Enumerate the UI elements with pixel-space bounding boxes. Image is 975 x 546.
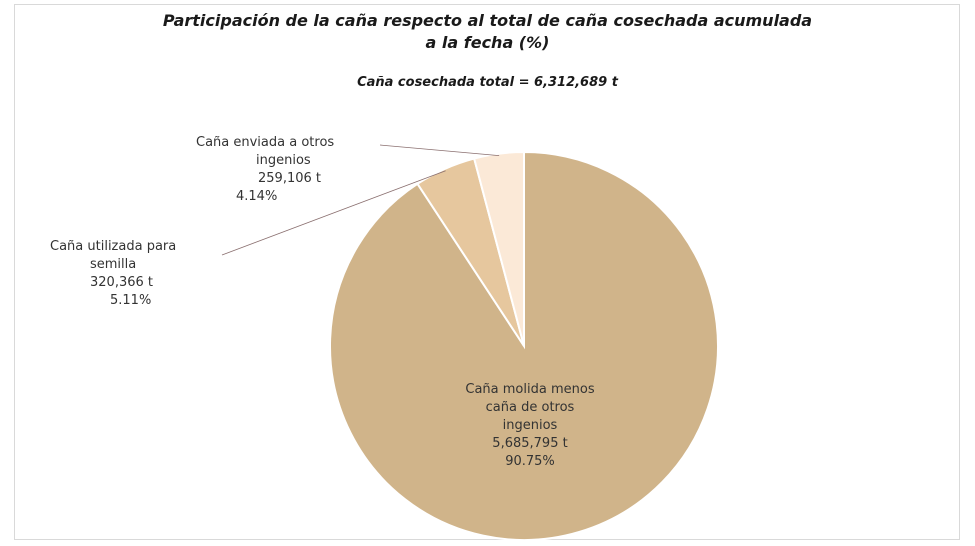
- pie-slice-cana-enviada: [472, 150, 525, 347]
- chart-title: Participación de la caña respecto al tot…: [0, 10, 975, 54]
- slice-label-cana-enviada: Caña enviada a otros ingenios 259,106 t …: [196, 134, 386, 206]
- chart-frame: [14, 4, 960, 540]
- slice-value-label: 259,106 t: [258, 171, 321, 186]
- slice-label-cana-molida: Caña molida menos caña de otros ingenios…: [435, 381, 625, 471]
- chart-title-line-2: a la fecha (%): [425, 33, 550, 52]
- slice-label-line: semilla: [90, 257, 137, 272]
- slice-percent-label: 5.11%: [110, 293, 152, 308]
- slice-percent-label: 90.75%: [505, 454, 555, 469]
- slice-label-line: Caña enviada a otros: [196, 135, 335, 150]
- slice-value-label: 320,366 t: [90, 275, 153, 290]
- chart-subtitle: Caña cosechada total = 6,312,689 t: [357, 75, 618, 90]
- slice-percent-label: 4.14%: [236, 189, 278, 204]
- slice-label-line: Caña molida menos: [465, 382, 595, 397]
- slice-label-line: ingenios: [256, 153, 311, 168]
- slice-label-line: Caña utilizada para: [50, 239, 177, 254]
- slice-label-line: caña de otros: [485, 400, 575, 415]
- slice-value-label: 5,685,795 t: [492, 436, 568, 451]
- chart-title-line-1: Participación de la caña respecto al tot…: [162, 11, 813, 30]
- slice-label-cana-semilla: Caña utilizada para semilla 320,366 t 5.…: [50, 238, 225, 310]
- leader-line: [379, 144, 500, 157]
- leader-line: [221, 170, 446, 256]
- slice-label-line: ingenios: [502, 418, 558, 433]
